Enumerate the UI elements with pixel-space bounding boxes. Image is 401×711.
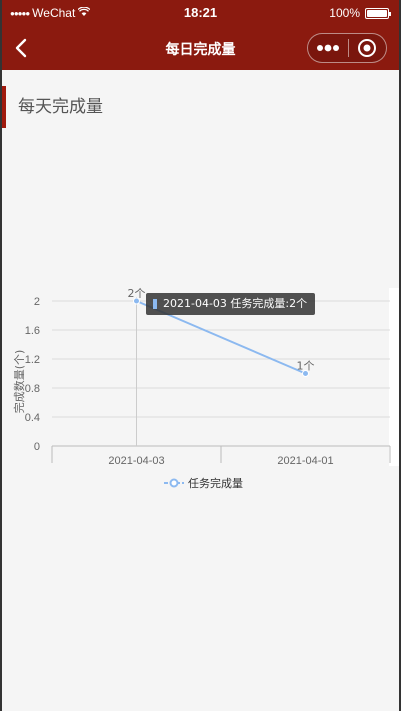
chart-edge-panel: [389, 288, 399, 466]
status-bar: ●●●●● WeChat 18:21 100%: [2, 0, 399, 26]
y-tick-label: 1.6: [25, 325, 40, 337]
y-tick-label: 0.4: [25, 412, 40, 424]
back-arrow-icon[interactable]: [14, 38, 28, 58]
signal-icon: ●●●●●: [10, 8, 30, 18]
y-axis-label: 完成数量(个): [12, 350, 26, 414]
y-tick-label: 0: [34, 441, 40, 453]
data-label: 2个: [128, 287, 146, 300]
status-right: 100%: [329, 6, 391, 20]
wifi-icon: [77, 5, 91, 20]
tooltip-series-marker: [153, 299, 157, 309]
data-label: 1个: [297, 360, 315, 373]
more-icon[interactable]: [308, 33, 348, 63]
x-tick-label: 2021-04-03: [108, 455, 164, 467]
legend-label: 任务完成量: [188, 476, 243, 490]
battery-icon: [365, 7, 391, 19]
chart-tooltip: 2021-04-03 任务完成量:2个: [146, 293, 316, 315]
close-miniprogram-icon[interactable]: [348, 33, 386, 63]
status-left: ●●●●● WeChat: [10, 5, 91, 20]
y-tick-label: 1.2: [25, 354, 40, 366]
data-point: [133, 297, 140, 305]
x-tick-label: 2021-04-01: [277, 455, 333, 467]
battery-percent: 100%: [329, 6, 360, 20]
data-point: [302, 370, 309, 377]
miniprogram-capsule: [307, 33, 387, 63]
capsule-divider: [347, 39, 349, 57]
navigation-bar: 每日完成量: [2, 26, 399, 70]
status-time: 18:21: [183, 5, 218, 20]
tooltip-text: 2021-04-03 任务完成量:2个: [163, 297, 308, 310]
y-tick-label: 2: [34, 296, 40, 308]
y-tick-label: 0.8: [25, 383, 40, 395]
section-title: 每天完成量: [2, 86, 302, 128]
carrier-name: WeChat: [32, 6, 76, 20]
legend-marker: [169, 478, 179, 488]
page-title: 每日完成量: [165, 42, 236, 58]
